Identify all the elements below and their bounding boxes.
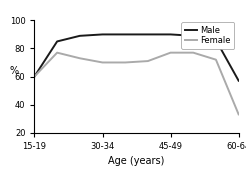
- Male: [146, 33, 149, 36]
- Y-axis label: %: %: [9, 66, 19, 76]
- Line: Female: Female: [34, 53, 239, 114]
- X-axis label: Age (years): Age (years): [108, 156, 165, 166]
- Female: [33, 75, 36, 78]
- Male: [237, 80, 240, 82]
- Male: [33, 75, 36, 78]
- Female: [192, 52, 195, 54]
- Female: [146, 60, 149, 62]
- Line: Male: Male: [34, 35, 239, 81]
- Male: [101, 33, 104, 36]
- Female: [56, 52, 59, 54]
- Female: [124, 62, 127, 64]
- Male: [215, 39, 217, 41]
- Male: [192, 35, 195, 37]
- Male: [56, 40, 59, 42]
- Male: [78, 35, 81, 37]
- Female: [101, 62, 104, 64]
- Female: [169, 52, 172, 54]
- Female: [78, 57, 81, 59]
- Male: [169, 33, 172, 36]
- Legend: Male, Female: Male, Female: [182, 22, 234, 49]
- Female: [215, 59, 217, 61]
- Female: [237, 113, 240, 115]
- Male: [124, 33, 127, 36]
